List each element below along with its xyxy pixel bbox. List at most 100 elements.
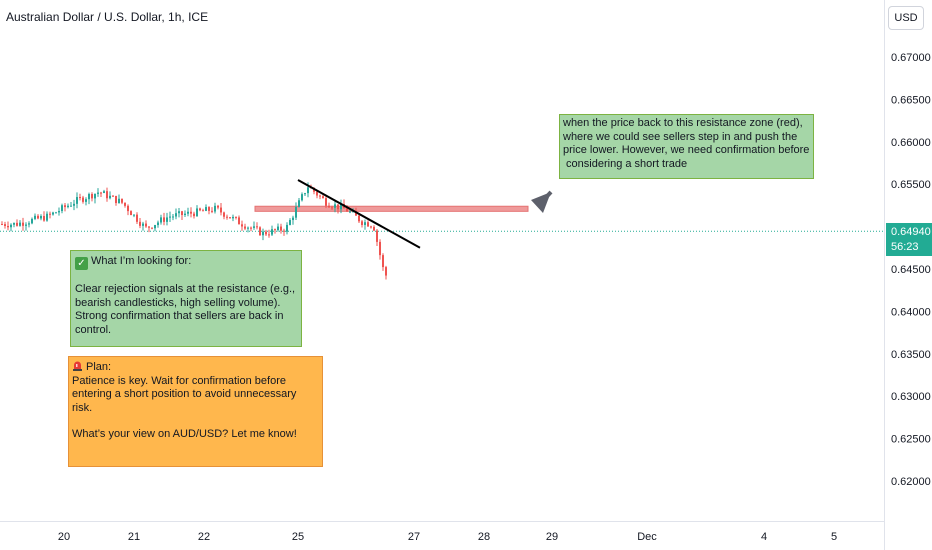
candle [106, 187, 108, 202]
candle [217, 204, 219, 210]
candle [109, 191, 111, 200]
candle [340, 199, 342, 214]
candle [157, 220, 159, 228]
candle [283, 228, 285, 236]
candle [385, 265, 387, 280]
candle [271, 225, 273, 237]
candle [100, 191, 102, 198]
candle [139, 217, 141, 229]
price-tick-label: 0.63000 [891, 391, 931, 403]
note-line: when the price back to this resistance z… [563, 117, 803, 129]
candle [235, 216, 237, 220]
candle [181, 210, 183, 220]
candle [16, 219, 18, 227]
candle [289, 218, 291, 226]
price-tick-label: 0.66000 [891, 137, 931, 149]
time-tick-label: Dec [637, 531, 657, 543]
resistance-note[interactable]: when the price back to this resistance z… [559, 114, 814, 179]
candle [304, 192, 306, 196]
candle [301, 192, 303, 202]
time-tick-label: 4 [761, 531, 767, 543]
candle [190, 207, 192, 218]
price-tick-label: 0.65500 [891, 179, 931, 191]
note-line: price lower. However, we need confirmati… [563, 144, 810, 156]
candle [178, 207, 180, 218]
candle [136, 212, 138, 224]
current-price-label: 0.64940 56:23 [886, 223, 932, 256]
candle [145, 220, 147, 228]
candle [142, 221, 144, 231]
candle [319, 194, 321, 200]
candle [286, 222, 288, 235]
candle [4, 221, 6, 229]
time-tick-label: 22 [198, 531, 210, 543]
candle [13, 222, 15, 228]
note-line: Clear rejection signals at the resistanc… [75, 283, 296, 295]
candle [118, 194, 120, 204]
candle [256, 222, 258, 230]
time-tick-label: 27 [408, 531, 420, 543]
candle [325, 195, 327, 209]
price-tick-label: 0.64000 [891, 306, 931, 318]
note-line: Patience is key. Wait for confirmation b… [72, 374, 286, 387]
candle [379, 239, 381, 260]
candle [274, 228, 276, 234]
candle [280, 223, 282, 234]
looking-for-note[interactable]: ✓ What I’m looking for: Clear rejection s… [70, 250, 302, 347]
candle [124, 202, 126, 208]
candle [226, 214, 228, 220]
candle [382, 253, 384, 271]
candle [148, 226, 150, 233]
candle [82, 195, 84, 204]
candle [184, 210, 186, 217]
candle [7, 221, 9, 231]
candle [52, 211, 54, 216]
note-line: bearish candlesticks, high selling volum… [75, 296, 281, 309]
candle [85, 197, 87, 206]
candle [229, 217, 231, 219]
candle [337, 204, 339, 214]
plan-note[interactable]: Plan: Patience is key. Wait for confirma… [68, 356, 323, 467]
candle [160, 214, 162, 225]
candle [232, 214, 234, 222]
candle [223, 211, 225, 220]
candle [331, 205, 333, 210]
note-line: entering a short position to avoid unnec… [72, 388, 297, 414]
current-price-value: 0.64940 [891, 226, 931, 238]
candle [10, 223, 12, 232]
price-tick-label: 0.64500 [891, 264, 931, 276]
candle [154, 224, 156, 232]
candle [34, 213, 36, 221]
candle [367, 220, 369, 227]
candle [220, 203, 222, 216]
candle [328, 202, 330, 208]
time-tick-label: 5 [831, 531, 837, 543]
candle [205, 204, 207, 212]
siren-icon [73, 361, 82, 371]
candle [292, 215, 294, 225]
candle [130, 210, 132, 216]
candle [73, 199, 75, 211]
candle [277, 223, 279, 232]
candle [193, 211, 195, 219]
looking-for-heading: ✓ What I’m looking for: [75, 255, 297, 270]
candle [370, 225, 372, 229]
symbol-title[interactable]: Australian Dollar / U.S. Dollar, 1h, ICE [6, 10, 209, 24]
candle [373, 225, 375, 232]
descending-trendline [297, 179, 421, 249]
resistance-zone [254, 205, 529, 212]
candle [211, 207, 213, 214]
currency-button[interactable]: USD [888, 6, 924, 30]
time-axis: 20 21 22 25 27 28 29 Dec 4 5 [58, 531, 837, 543]
plan-question: What’s your view on AUD/USD? Let me know… [72, 428, 297, 440]
candle [31, 217, 33, 225]
candle [241, 220, 243, 231]
candle [349, 209, 351, 214]
plan-heading: Plan: [72, 360, 319, 375]
plan-title: Plan: [86, 361, 112, 373]
candle [115, 195, 117, 206]
candle [133, 214, 135, 218]
candle [253, 221, 255, 230]
candle [127, 204, 129, 216]
